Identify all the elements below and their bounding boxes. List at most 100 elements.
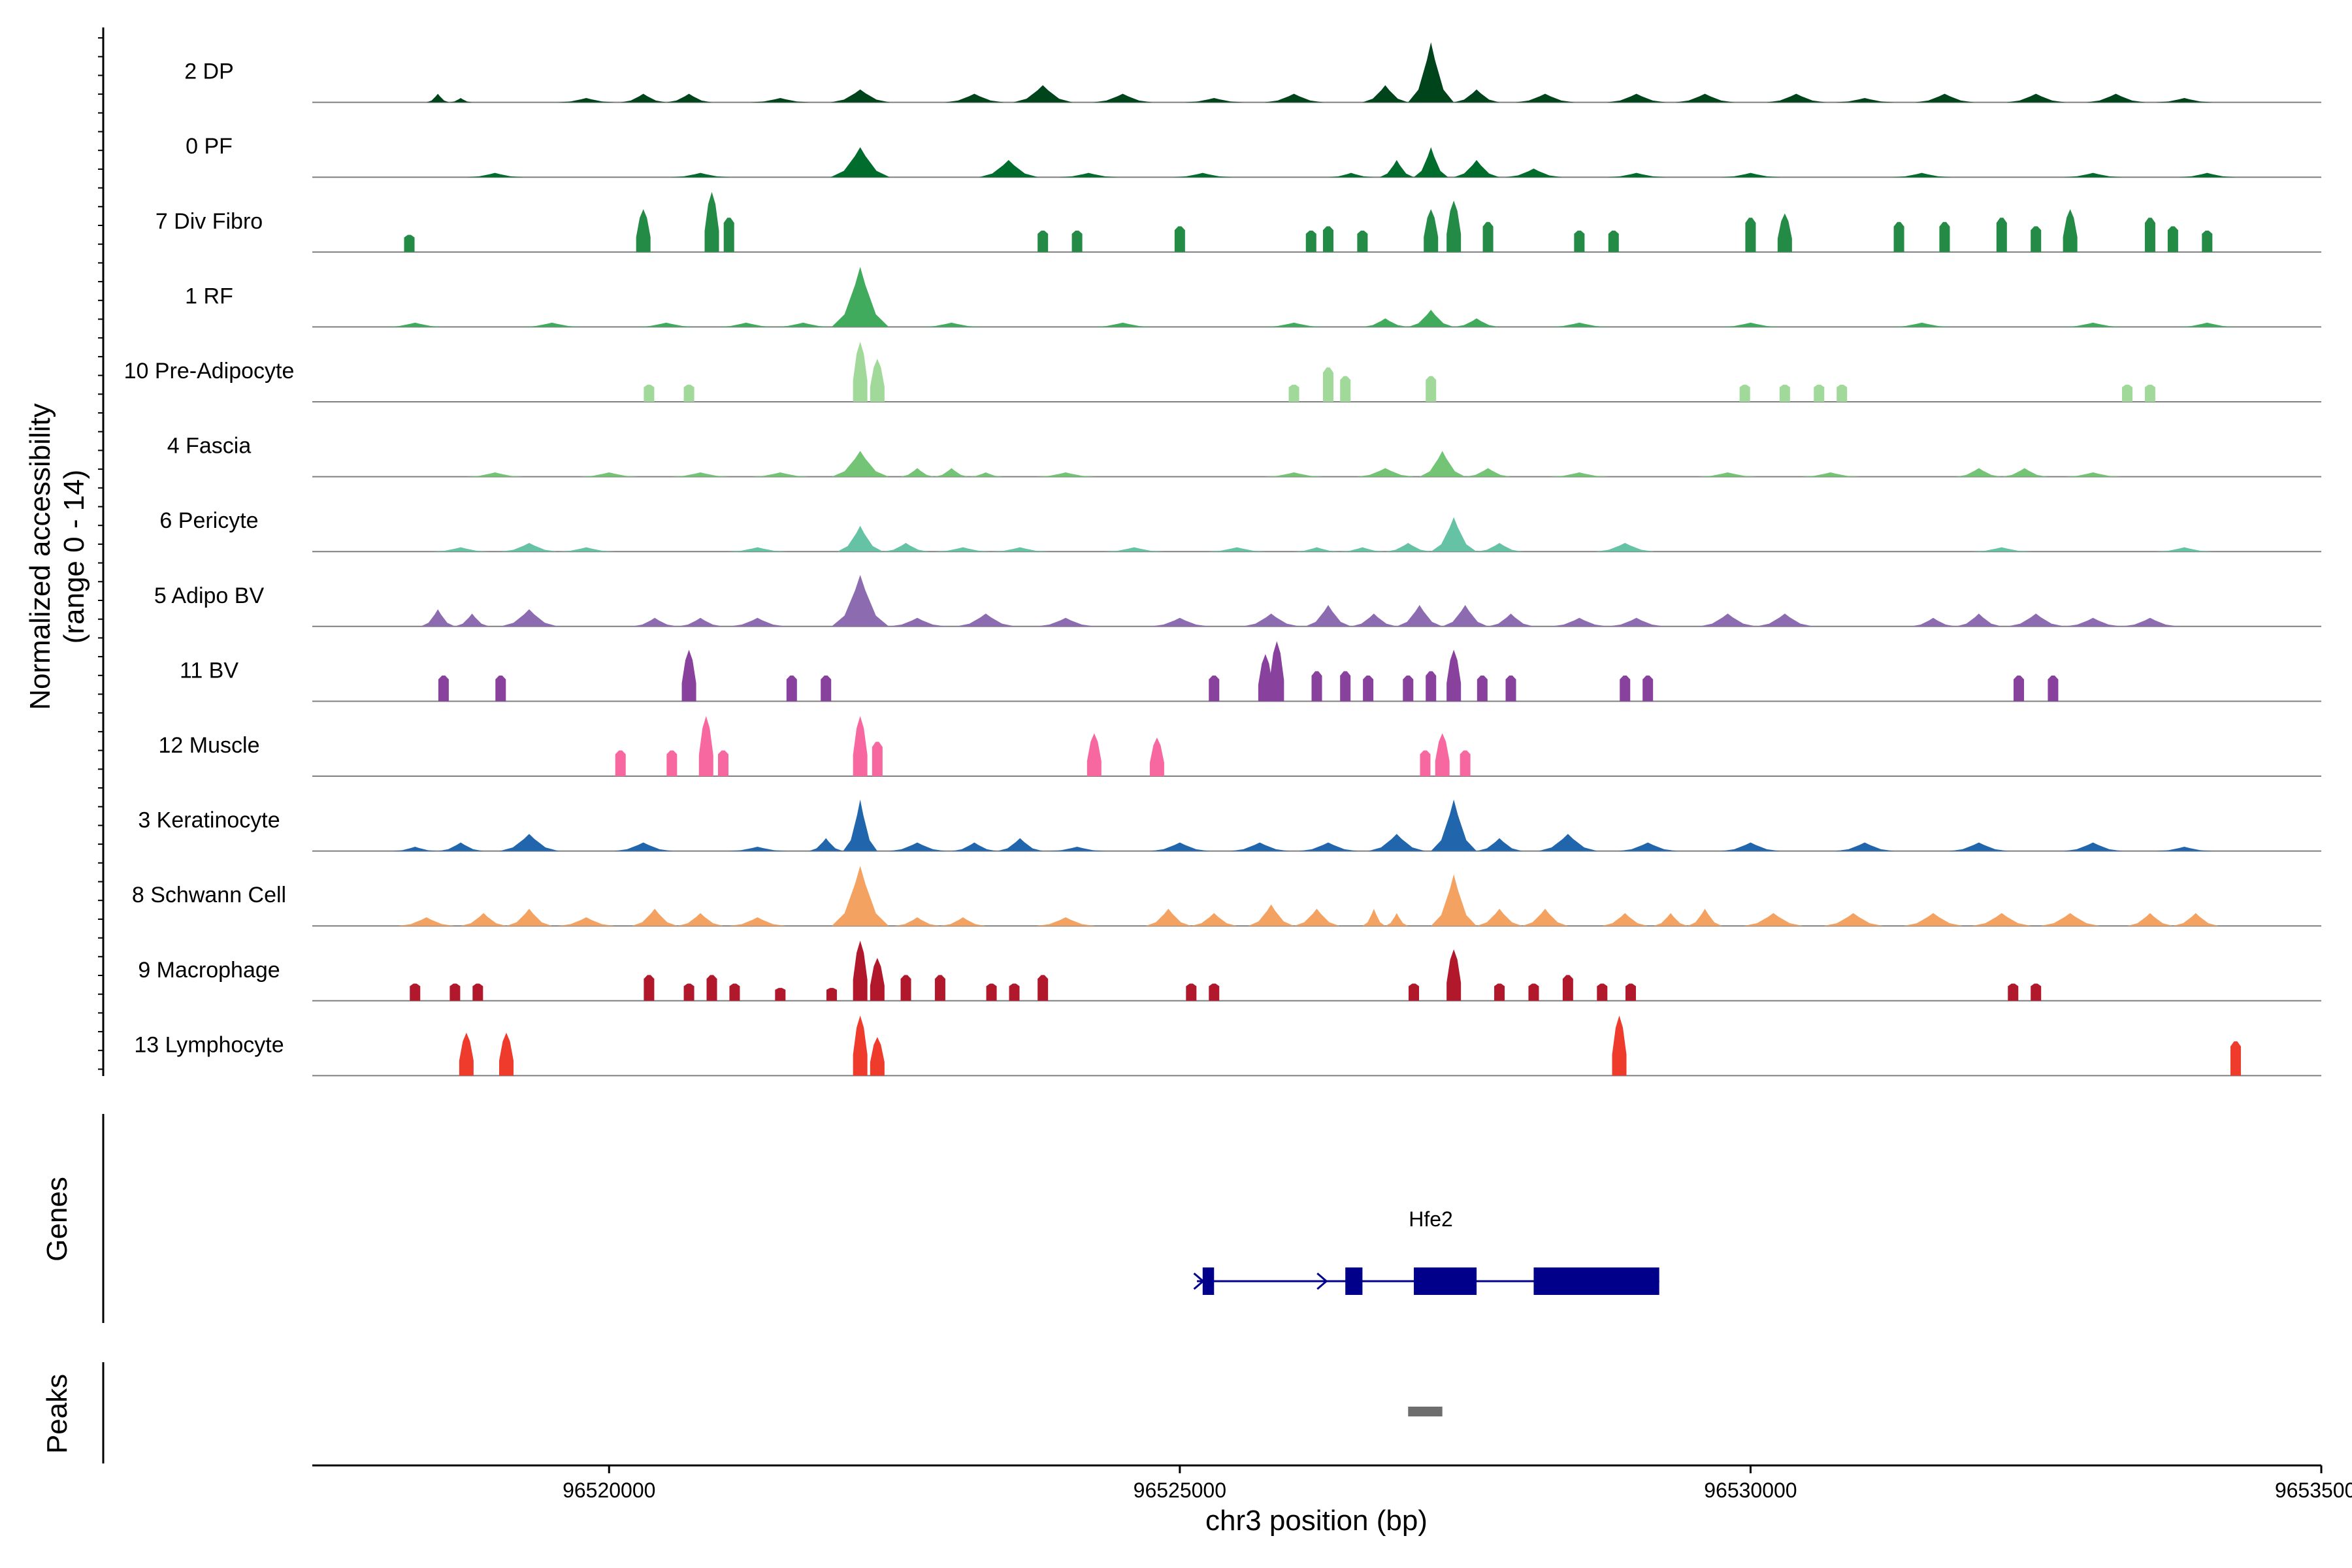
accessibility-peak [853, 1015, 868, 1076]
accessibility-peak [1009, 983, 1020, 1001]
accessibility-peak [2063, 172, 2123, 178]
accessibility-peak [1454, 318, 1500, 327]
accessibility-peak [438, 675, 449, 702]
accessibility-peak [392, 847, 438, 851]
accessibility-peak [472, 983, 483, 1001]
accessibility-peak [727, 547, 787, 552]
track-12 [312, 866, 2321, 927]
accessibility-peak [1608, 617, 1665, 627]
accessibility-peak [968, 472, 1004, 477]
accessibility-peak [1150, 842, 1210, 851]
accessibility-peak [1972, 547, 2032, 552]
track-11 [312, 799, 2321, 852]
accessibility-peak [1607, 172, 1667, 178]
track-label: 5 Adipo BV [154, 583, 265, 608]
accessibility-peak [1258, 654, 1273, 702]
accessibility-peak [717, 750, 728, 776]
accessibility-peak [951, 842, 998, 851]
accessibility-peak [1264, 472, 1324, 477]
accessibility-peak [2155, 547, 2213, 552]
accessibility-peak [500, 609, 558, 627]
accessibility-peak [678, 913, 723, 926]
accessibility-peak [1699, 613, 1757, 627]
accessibility-peak [894, 917, 940, 926]
accessibility-peak [1892, 172, 1952, 178]
accessibility-peak [1086, 733, 1102, 776]
accessibility-peak [986, 983, 997, 1001]
accessibility-peak [1048, 847, 1106, 851]
accessibility-peak [1362, 908, 1386, 926]
accessibility-peak [1620, 675, 1631, 702]
accessibility-peak [727, 847, 787, 851]
accessibility-peak [666, 750, 678, 776]
accessibility-peak [449, 98, 472, 103]
peak-marks [1408, 1407, 1443, 1416]
accessibility-peak [2178, 172, 2236, 178]
track-label: 7 Div Fibro [155, 209, 263, 234]
accessibility-peak [2230, 1041, 2241, 1076]
gene-exon [1202, 1267, 1215, 1295]
accessibility-peak [704, 191, 719, 252]
track-2 [312, 147, 2321, 178]
accessibility-peak [809, 838, 843, 851]
accessibility-peak [438, 842, 484, 851]
accessibility-peak [1093, 322, 1152, 327]
accessibility-peak [1264, 322, 1324, 327]
accessibility-peak [934, 547, 992, 552]
x-axis-label: chr3 position (bp) [1205, 1505, 1428, 1537]
accessibility-peak [1186, 983, 1197, 1001]
accessibility-peak [750, 472, 810, 477]
accessibility-peak [1823, 913, 1884, 926]
accessibility-peak [666, 93, 712, 103]
accessibility-peak [1562, 975, 1573, 1001]
accessibility-peak [1362, 318, 1409, 327]
accessibility-peak [991, 547, 1049, 552]
accessibility-peak [853, 342, 868, 402]
accessibility-peak [2172, 913, 2219, 926]
accessibility-peak [900, 975, 911, 1001]
accessibility-peak [1362, 85, 1409, 103]
accessibility-peak [2063, 322, 2123, 327]
accessibility-peak [2121, 384, 2132, 402]
accessibility-peak [1653, 913, 1688, 926]
track-label: 0 PF [186, 134, 233, 159]
accessibility-peak [1910, 617, 1956, 627]
accessibility-peak [1745, 218, 1756, 252]
accessibility-peak [1230, 842, 1290, 851]
accessibility-peak [717, 322, 775, 327]
accessibility-peak [837, 525, 883, 552]
x-tick-label: 96520000 [563, 1478, 655, 1502]
accessibility-peak [1972, 913, 2032, 926]
accessibility-peak [1036, 917, 1096, 926]
accessibility-peak [1403, 675, 1414, 702]
accessibility-peak [853, 940, 868, 1001]
accessibility-peak [1264, 93, 1324, 103]
accessibility-peak [1618, 842, 1678, 851]
accessibility-peak [499, 1032, 514, 1076]
peaks-track-label: Peaks [41, 1374, 73, 1454]
accessibility-peak [2031, 226, 2042, 252]
accessibility-peak [579, 472, 639, 477]
gene-name-label: Hfe2 [1409, 1207, 1453, 1231]
accessibility-peak [1419, 451, 1465, 477]
accessibility-peak [1549, 322, 1609, 327]
accessibility-peak [1446, 649, 1462, 702]
accessibility-peak [728, 917, 787, 926]
accessibility-peak [1322, 367, 1333, 402]
track-label: 9 Macrophage [138, 958, 280, 983]
accessibility-peak [1801, 472, 1861, 477]
track-label: 6 Pericyte [159, 508, 258, 533]
coverage-tracks [312, 42, 2321, 1077]
accessibility-peak [826, 988, 837, 1001]
track-4 [312, 267, 2321, 328]
accessibility-peak [557, 917, 615, 926]
accessibility-peak [1058, 172, 1119, 178]
accessibility-peak [1408, 42, 1454, 103]
accessibility-peak [889, 842, 946, 851]
accessibility-peak [1607, 93, 1667, 103]
accessibility-peak [831, 866, 889, 926]
accessibility-peak [1460, 750, 1471, 776]
accessibility-peak [1477, 838, 1522, 851]
accessibility-peak [2048, 675, 2059, 702]
